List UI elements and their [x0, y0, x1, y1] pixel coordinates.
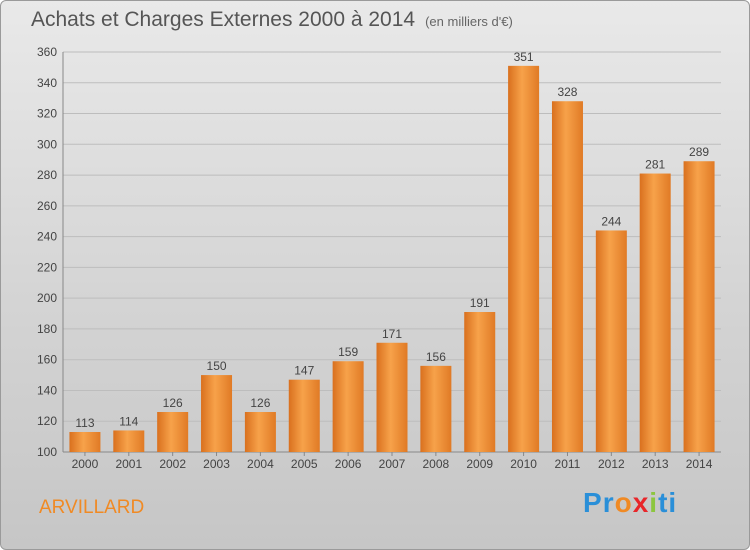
x-tick-label: 2002: [159, 457, 186, 471]
data-label: 159: [338, 345, 358, 359]
y-tick-label: 260: [37, 199, 57, 213]
data-label: 351: [514, 50, 534, 64]
logo-letter: r: [602, 487, 615, 518]
data-label: 244: [601, 214, 621, 228]
bar: [244, 412, 276, 452]
bar: [464, 312, 496, 452]
bar: [551, 101, 583, 452]
data-label: 328: [557, 85, 577, 99]
data-label: 156: [426, 350, 446, 364]
logo-letter: i: [668, 487, 678, 518]
x-tick-label: 2005: [291, 457, 318, 471]
bar: [639, 173, 671, 453]
bar: [420, 365, 452, 452]
y-tick-label: 240: [37, 230, 57, 244]
logo-letter: x: [632, 487, 650, 518]
proxiti-logo: Proxiti: [583, 487, 677, 519]
y-tick-label: 160: [37, 353, 57, 367]
x-tick-label: 2008: [423, 457, 450, 471]
y-tick-label: 220: [37, 260, 57, 274]
data-label: 147: [294, 364, 314, 378]
commune-name: ARVILLARD: [39, 497, 145, 518]
x-tick-label: 2001: [115, 457, 142, 471]
data-label: 191: [470, 296, 490, 310]
data-label: 114: [119, 414, 138, 428]
x-tick-label: 2012: [598, 457, 625, 471]
bar: [595, 230, 627, 452]
bar: [683, 161, 715, 452]
unit-label: (en milliers d'€): [425, 14, 513, 29]
y-tick-label: 200: [37, 291, 57, 305]
data-label: 281: [645, 158, 665, 172]
title-text: Achats et Charges Externes 2000 à 2014: [31, 8, 416, 31]
bar: [201, 375, 233, 452]
logo-letter: t: [658, 487, 669, 518]
x-tick-label: 2007: [379, 457, 406, 471]
logo-letter: P: [583, 487, 603, 518]
bar: [69, 432, 101, 452]
y-tick-label: 100: [37, 445, 57, 459]
y-tick-label: 340: [37, 76, 57, 90]
x-tick-label: 2013: [642, 457, 669, 471]
chart-title: Achats et Charges Externes 2000 à 2014 (e…: [31, 8, 513, 32]
x-tick-label: 2010: [510, 457, 537, 471]
data-label: 113: [75, 416, 94, 430]
bar: [113, 430, 145, 452]
data-label: 171: [382, 327, 402, 341]
y-tick-label: 140: [37, 383, 57, 397]
y-tick-label: 360: [37, 45, 57, 59]
x-tick-label: 2004: [247, 457, 274, 471]
y-tick-label: 180: [37, 322, 57, 336]
y-tick-label: 320: [37, 107, 57, 121]
bar: [288, 379, 320, 452]
logo-letter: o: [614, 487, 633, 518]
x-tick-label: 2009: [466, 457, 493, 471]
bar: [508, 65, 540, 452]
y-tick-label: 120: [37, 414, 57, 428]
data-label: 150: [207, 359, 227, 373]
bar: [157, 412, 189, 452]
data-label: 289: [689, 145, 709, 159]
x-tick-label: 2000: [72, 457, 99, 471]
y-tick-label: 300: [37, 137, 57, 151]
x-tick-label: 2014: [686, 457, 713, 471]
logo-letter: i: [649, 487, 659, 518]
data-label: 126: [163, 396, 183, 410]
x-tick-label: 2006: [335, 457, 362, 471]
data-label: 126: [250, 396, 270, 410]
x-tick-label: 2003: [203, 457, 230, 471]
y-tick-label: 280: [37, 168, 57, 182]
x-tick-label: 2011: [555, 457, 581, 471]
bar: [376, 342, 408, 452]
bar: [332, 361, 364, 452]
